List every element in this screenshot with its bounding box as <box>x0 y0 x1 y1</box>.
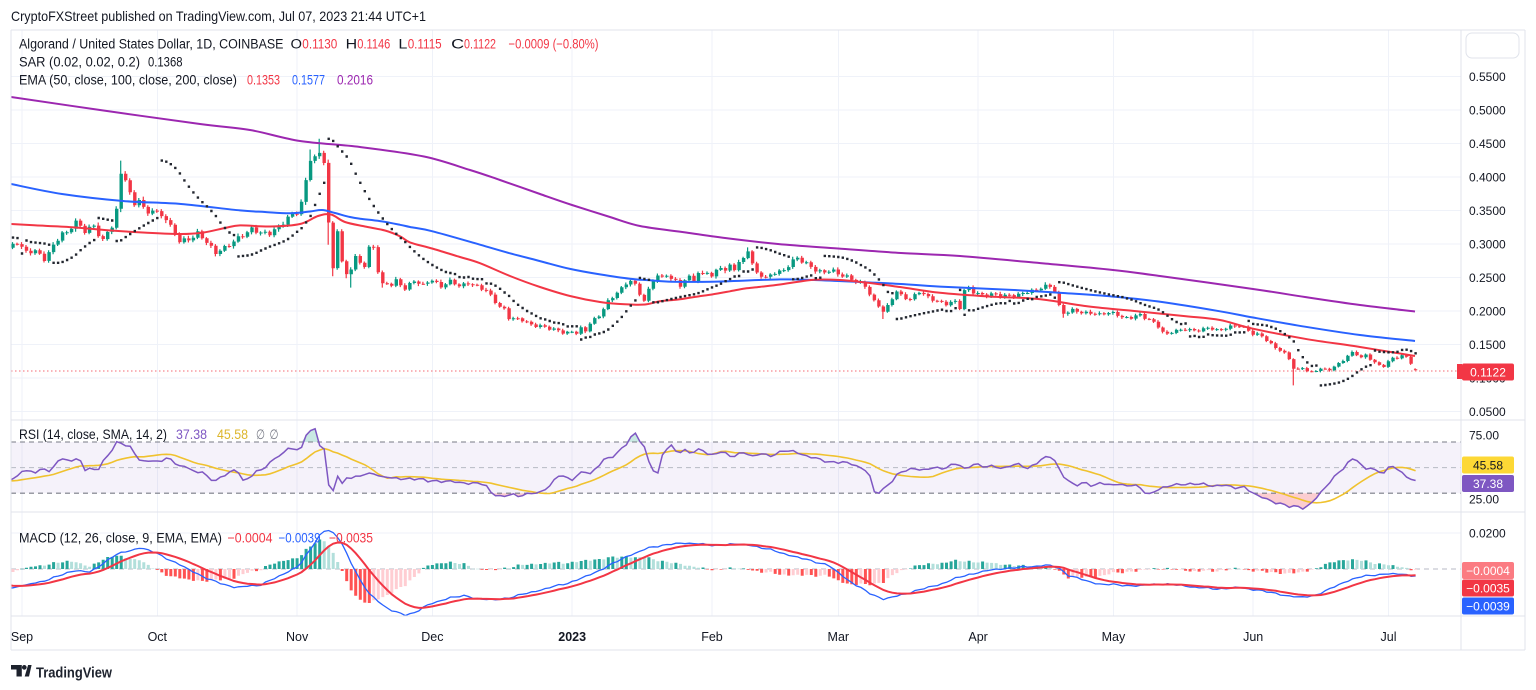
svg-text:0.1146: 0.1146 <box>357 37 390 52</box>
svg-text:−0.0035: −0.0035 <box>1466 581 1510 595</box>
svg-text:2023: 2023 <box>558 630 586 644</box>
svg-text:C: C <box>451 37 464 52</box>
svg-text:0.1500: 0.1500 <box>1469 338 1506 352</box>
svg-text:TradingView: TradingView <box>36 665 112 682</box>
svg-text:Apr: Apr <box>968 630 987 644</box>
svg-text:0.1353: 0.1353 <box>247 73 280 88</box>
svg-text:0.0500: 0.0500 <box>1469 405 1506 419</box>
svg-text:0.4500: 0.4500 <box>1469 137 1506 151</box>
svg-text:75.00: 75.00 <box>1469 429 1499 443</box>
svg-text:∅: ∅ <box>270 427 279 442</box>
svg-text:Jul: Jul <box>1381 630 1397 644</box>
svg-text:Sep: Sep <box>11 630 33 644</box>
svg-text:L: L <box>398 37 408 52</box>
svg-text:0.1122: 0.1122 <box>1470 365 1506 379</box>
svg-text:MACD (12, 26, close, 9, EMA, E: MACD (12, 26, close, 9, EMA, EMA) <box>19 531 222 546</box>
svg-text:0.0200: 0.0200 <box>1469 527 1506 541</box>
svg-text:37.38: 37.38 <box>176 427 207 442</box>
svg-text:0.3500: 0.3500 <box>1469 204 1506 218</box>
svg-text:0.2000: 0.2000 <box>1469 305 1506 319</box>
svg-text:−0.0035: −0.0035 <box>329 531 373 546</box>
svg-text:0.1130: 0.1130 <box>302 37 337 52</box>
svg-text:Jun: Jun <box>1243 630 1263 644</box>
svg-text:45.58: 45.58 <box>217 427 248 442</box>
svg-text:0.1122: 0.1122 <box>464 37 496 52</box>
svg-text:CryptoFXStreet published on Tr: CryptoFXStreet published on TradingView.… <box>11 8 426 24</box>
svg-text:0.1368: 0.1368 <box>148 55 183 70</box>
svg-text:37.38: 37.38 <box>1473 477 1503 491</box>
svg-text:−0.0004: −0.0004 <box>228 531 273 546</box>
svg-text:∅: ∅ <box>256 427 265 442</box>
svg-text:−0.0004: −0.0004 <box>1466 564 1510 578</box>
svg-text:SAR (0.02, 0.02, 0.2): SAR (0.02, 0.02, 0.2) <box>19 55 140 70</box>
svg-text:Feb: Feb <box>701 630 723 644</box>
svg-text:Oct: Oct <box>148 630 168 644</box>
svg-text:−0.0039: −0.0039 <box>1466 599 1510 613</box>
svg-text:Dec: Dec <box>421 630 443 644</box>
svg-text:EMA (50, close, 100, close, 20: EMA (50, close, 100, close, 200, close) <box>19 73 237 88</box>
svg-text:May: May <box>1102 630 1126 644</box>
svg-text:0.3000: 0.3000 <box>1469 238 1506 252</box>
svg-text:O: O <box>291 37 303 52</box>
svg-text:0.1577: 0.1577 <box>292 73 325 88</box>
svg-text:Mar: Mar <box>828 630 850 644</box>
svg-text:0.5000: 0.5000 <box>1469 104 1506 118</box>
svg-text:0.1115: 0.1115 <box>408 37 442 52</box>
svg-text:45.58: 45.58 <box>1473 458 1503 472</box>
svg-text:25.00: 25.00 <box>1469 493 1499 507</box>
svg-text:0.4000: 0.4000 <box>1469 171 1506 185</box>
svg-text:RSI (14, close, SMA, 14, 2): RSI (14, close, SMA, 14, 2) <box>19 427 167 442</box>
svg-text:Algorand / United States Dolla: Algorand / United States Dollar, 1D, COI… <box>19 37 284 52</box>
svg-text:0.2500: 0.2500 <box>1469 271 1506 285</box>
svg-text:H: H <box>346 37 358 52</box>
svg-text:−0.0009 (−0.80%): −0.0009 (−0.80%) <box>509 37 599 52</box>
svg-text:−0.0039: −0.0039 <box>279 531 321 546</box>
svg-text:Nov: Nov <box>286 630 309 644</box>
svg-text:0.5500: 0.5500 <box>1469 70 1506 84</box>
svg-text:0.2016: 0.2016 <box>337 73 373 88</box>
